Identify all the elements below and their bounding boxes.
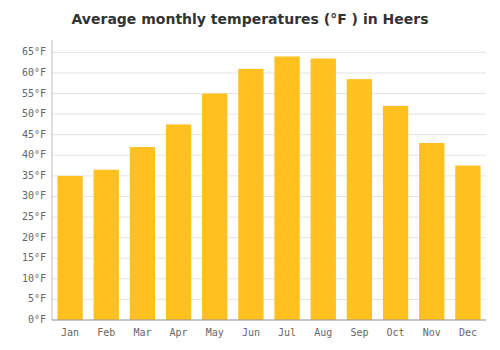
y-tick-label: 30°F [22,190,46,201]
y-tick-label: 50°F [22,108,46,119]
x-tick-label: Jan [61,327,79,338]
y-axis-line [52,40,53,320]
y-tick-label: 45°F [22,129,46,140]
y-tick-label: 40°F [22,149,46,160]
y-tick-label: 25°F [22,211,46,222]
x-tick-label: Mar [133,327,151,338]
chart-svg: 0°F 5°F 10°F 15°F 20°F 25°F 30°F 35°F 40°F 45°F 50… [0,0,500,350]
bar [166,124,191,320]
bar [57,176,82,320]
grid-line [52,72,486,73]
x-tick-label: Feb [97,327,115,338]
chart-title: Average monthly temperatures (°F ) in He… [72,11,429,27]
y-tick-label: 65°F [22,46,46,57]
y-grid [52,52,486,320]
bar [202,94,227,320]
x-tick-label: May [206,327,224,338]
x-tick-label: Jul [278,327,296,338]
x-tick-label: Jun [242,327,260,338]
y-tick-label: 10°F [22,273,46,284]
x-tick-labels: Jan Feb Mar Apr May Jun Jul Aug Sep Oct Nov Dec [61,327,477,338]
bar [419,143,444,320]
x-axis-line [52,320,486,321]
bar [274,56,299,320]
bar [94,170,119,320]
bar [455,166,480,320]
bar [383,106,408,320]
grid-line [52,52,486,53]
y-tick-label: 55°F [22,88,46,99]
grid-line [52,134,486,135]
bars [57,56,480,320]
x-tick-label: Dec [459,327,477,338]
y-tick-label: 60°F [22,67,46,78]
bar [130,147,155,320]
bar [238,69,263,320]
bar [347,79,372,320]
x-tick-label: Apr [170,327,188,338]
x-tick-label: Aug [314,327,332,338]
y-tick-label: 5°F [28,293,46,304]
y-tick-label: 0°F [28,314,46,325]
chart-container: 0°F 5°F 10°F 15°F 20°F 25°F 30°F 35°F 40°F 45°F 50… [0,0,500,350]
grid-line [52,93,486,94]
grid-line [52,320,486,321]
y-tick-label: 20°F [22,232,46,243]
bar [311,59,336,320]
grid-line [52,114,486,115]
x-tick-label: Nov [423,327,441,338]
x-tick-label: Sep [350,327,368,338]
y-tick-label: 15°F [22,252,46,263]
y-tick-label: 35°F [22,170,46,181]
y-tick-labels: 0°F 5°F 10°F 15°F 20°F 25°F 30°F 35°F 40°F 45°F 50… [22,46,46,325]
x-tick-label: Oct [387,327,405,338]
